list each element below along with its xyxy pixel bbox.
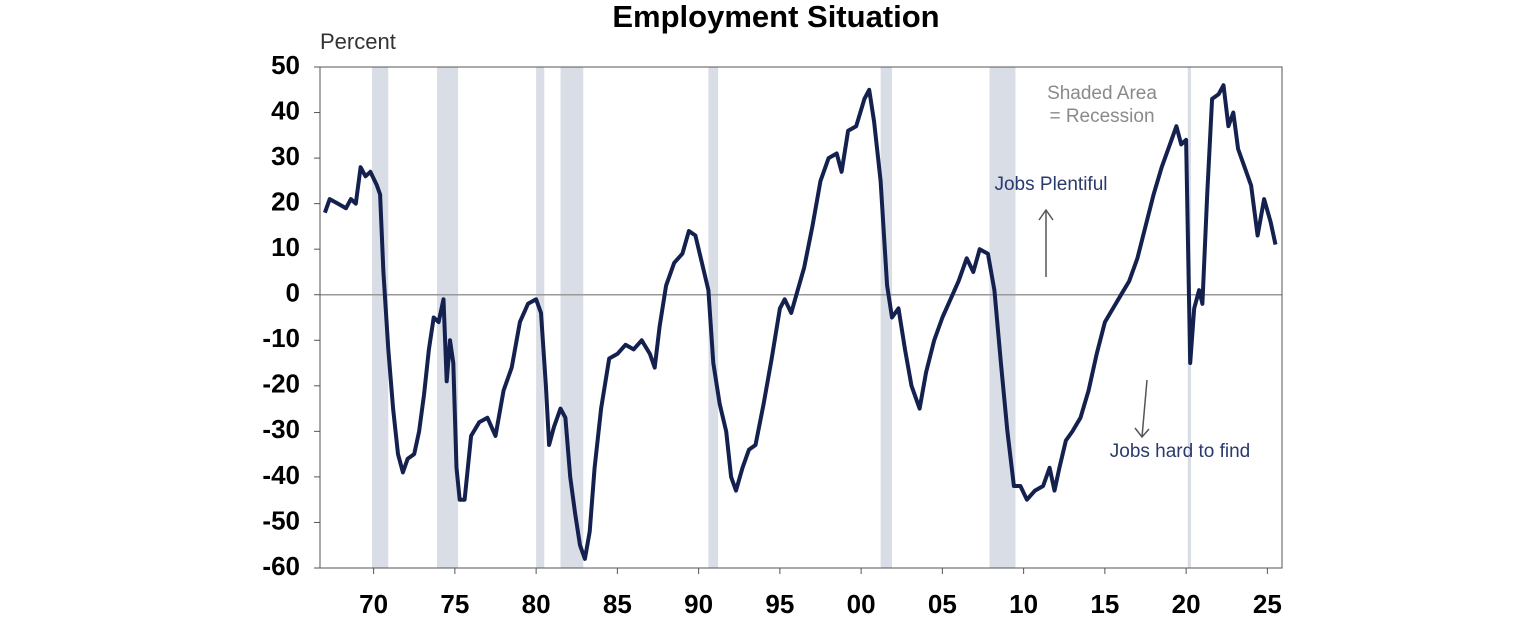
- x-tick-label: 90: [684, 589, 713, 619]
- y-axis-label: Percent: [320, 29, 396, 54]
- recession-band: [880, 67, 892, 568]
- data-line: [323, 83, 1278, 561]
- plot-area: 50 40 30 20 10 0 -10 -20 -30 -40 -50 -60 70 75 80 85 90 9…: [262, 50, 1283, 619]
- y-tick-label: -20: [262, 369, 300, 399]
- annotation: Jobs hard to find: [1110, 441, 1250, 462]
- x-tick-label: 00: [847, 589, 876, 619]
- y-tick-label: -40: [262, 460, 300, 490]
- y-tick-label: -30: [262, 414, 300, 444]
- y-tick-label: -10: [262, 323, 300, 353]
- recession-band: [437, 67, 459, 568]
- annotation: Shaded Area: [1047, 83, 1157, 104]
- y-tick-label: 40: [271, 95, 300, 125]
- annotation: = Recession: [1049, 106, 1154, 127]
- x-tick-label: 80: [522, 589, 551, 619]
- recession-band: [989, 67, 1016, 568]
- recession-band: [708, 67, 719, 568]
- x-tick-label: 95: [765, 589, 794, 619]
- arrows: [1038, 208, 1150, 439]
- x-tick-label: 25: [1253, 589, 1282, 619]
- y-tick-label: 10: [271, 232, 300, 262]
- y-tick-label: 50: [271, 50, 300, 80]
- x-tick-label: 75: [440, 589, 469, 619]
- chart-title: Employment Situation: [612, 0, 939, 34]
- plot-frame: [319, 66, 1283, 569]
- x-tick-label: 85: [603, 589, 632, 619]
- y-tick-label: 30: [271, 141, 300, 171]
- y-tick-label: -50: [262, 505, 300, 535]
- recession-band: [372, 67, 389, 568]
- y-tick-label: -60: [262, 551, 300, 581]
- y-tick-label: 0: [286, 278, 300, 308]
- x-tick-label: 70: [359, 589, 388, 619]
- x-tick-label: 05: [928, 589, 957, 619]
- x-tick-label: 15: [1090, 589, 1119, 619]
- x-tick-label: 20: [1172, 589, 1201, 619]
- x-tick-label: 10: [1009, 589, 1038, 619]
- annotation: Jobs Plentiful: [994, 174, 1107, 195]
- y-tick-label: 20: [271, 187, 300, 217]
